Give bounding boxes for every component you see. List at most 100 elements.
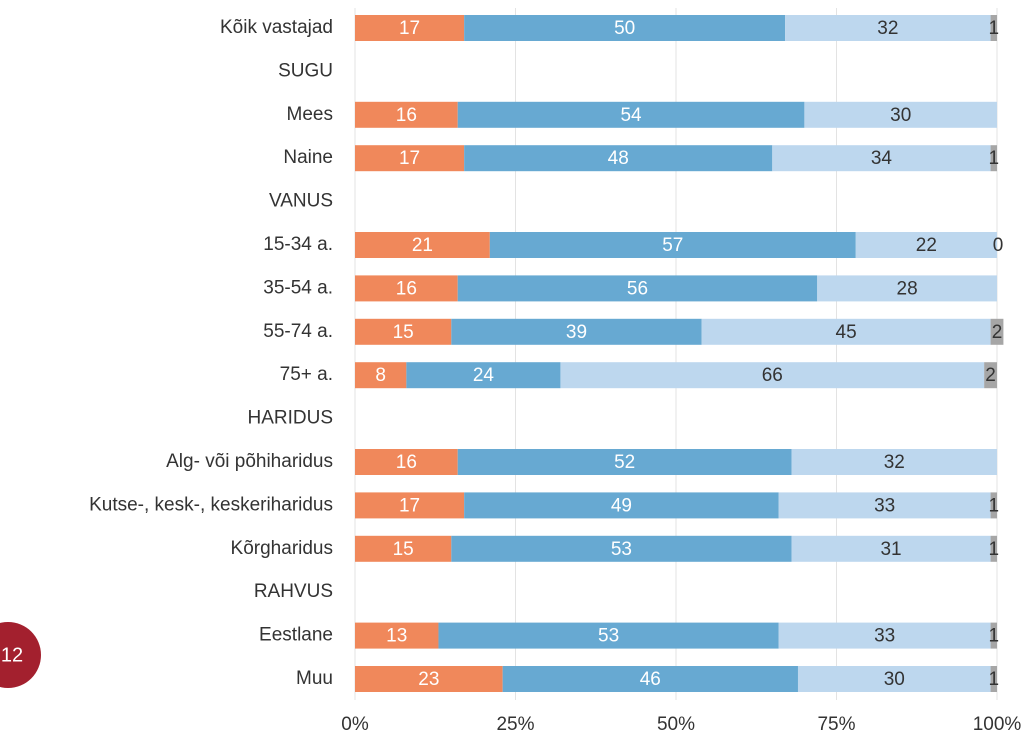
data-label: 15: [393, 322, 414, 343]
data-label: 22: [916, 235, 937, 256]
bar-segment: [438, 622, 779, 649]
bar-segment: [355, 449, 458, 475]
data-label: 15: [393, 539, 414, 560]
bar-segment: [990, 622, 997, 649]
bar-segment: [355, 275, 458, 302]
category-label: 55-74 a.: [263, 321, 333, 342]
bar-segment: [855, 232, 997, 258]
data-label: 1: [989, 669, 1000, 690]
bar-segment: [797, 666, 991, 692]
data-label: 8: [375, 365, 386, 386]
data-label: 50: [614, 18, 635, 39]
bar-segment: [457, 275, 818, 302]
x-tick-label: 100%: [973, 714, 1022, 735]
data-label: 23: [418, 669, 439, 690]
bar-segment: [772, 145, 991, 172]
data-label: 2: [992, 322, 1003, 343]
bar-segment: [990, 318, 1004, 345]
data-label: 17: [399, 495, 420, 516]
bar-segment: [778, 492, 991, 519]
data-label: 52: [614, 452, 635, 473]
bar-segment: [451, 318, 702, 345]
category-label: HARIDUS: [247, 408, 333, 429]
bar-segment: [355, 492, 465, 519]
data-label: 30: [890, 105, 911, 126]
bar-segment: [457, 101, 805, 128]
data-label: 39: [566, 322, 587, 343]
bar-segment: [502, 666, 798, 692]
category-label: Naine: [283, 147, 333, 168]
bar-segment: [791, 535, 991, 562]
x-tick-label: 50%: [657, 714, 695, 735]
bar-segment: [355, 622, 439, 649]
data-label: 32: [877, 18, 898, 39]
data-label: 33: [874, 495, 895, 516]
bar-segment: [990, 535, 997, 562]
data-label: 16: [396, 278, 417, 299]
data-label: 24: [473, 365, 495, 386]
bar-segment: [990, 15, 997, 41]
bar-segment: [990, 145, 997, 172]
data-label: 28: [897, 278, 918, 299]
bar-segment: [355, 232, 490, 258]
data-label: 56: [627, 278, 648, 299]
category-label: Eestlane: [259, 625, 333, 646]
data-label: 1: [989, 18, 1000, 39]
bar-segment: [785, 15, 991, 41]
data-label: 54: [620, 105, 642, 126]
bar-segment: [464, 145, 773, 172]
bar-segment: [355, 666, 503, 692]
bar-segment: [778, 622, 991, 649]
x-tick-label: 25%: [496, 714, 534, 735]
data-label: 53: [598, 626, 619, 647]
data-label: 66: [762, 365, 783, 386]
bar-segment: [355, 318, 452, 345]
category-label: Kõik vastajad: [220, 17, 333, 38]
data-label: 13: [386, 626, 407, 647]
data-label: 49: [611, 495, 632, 516]
data-label: 34: [871, 148, 893, 169]
category-label: 35-54 a.: [263, 277, 333, 298]
category-label: Muu: [296, 668, 333, 689]
data-label: 33: [874, 626, 895, 647]
category-label: Mees: [287, 104, 333, 125]
category-label: 75+ a.: [280, 364, 333, 385]
data-label: 45: [836, 322, 857, 343]
bar-segment: [560, 362, 985, 389]
data-label: 1: [989, 626, 1000, 647]
bar-segment: [451, 535, 792, 562]
bar-segment: [489, 232, 856, 258]
bar-segment: [990, 666, 997, 692]
bar-segment: [990, 492, 997, 519]
bar-segment: [464, 492, 779, 519]
data-label: 46: [640, 669, 661, 690]
bar-segment: [406, 362, 561, 389]
data-label: 17: [399, 18, 420, 39]
page-badge: [0, 622, 41, 688]
bar-segment: [355, 535, 452, 562]
data-label: 1: [989, 539, 1000, 560]
bar-segment: [984, 362, 997, 389]
bar-segment: [355, 145, 465, 172]
category-label: 15-34 a.: [263, 234, 333, 255]
bar-segment: [355, 15, 465, 41]
category-label: Kutse-, kesk-, keskeriharidus: [89, 494, 333, 515]
data-label: 17: [399, 148, 420, 169]
data-label: 2: [985, 365, 996, 386]
data-label: 1: [989, 148, 1000, 169]
page-number: 12: [1, 644, 23, 666]
bar-segment: [464, 15, 786, 41]
bar-segment: [355, 362, 407, 389]
bar-segment: [457, 449, 792, 475]
bar-segment: [817, 275, 997, 302]
data-label: 32: [884, 452, 905, 473]
category-label: Kõrgharidus: [231, 538, 333, 559]
data-label: 57: [662, 235, 683, 256]
data-label: 0: [993, 235, 1004, 256]
data-label: 30: [884, 669, 905, 690]
x-tick-label: 75%: [817, 714, 855, 735]
bar-segment: [804, 101, 997, 128]
bar-segment: [701, 318, 991, 345]
category-label: SUGU: [278, 60, 333, 81]
category-label: Alg- või põhiharidus: [166, 451, 333, 472]
